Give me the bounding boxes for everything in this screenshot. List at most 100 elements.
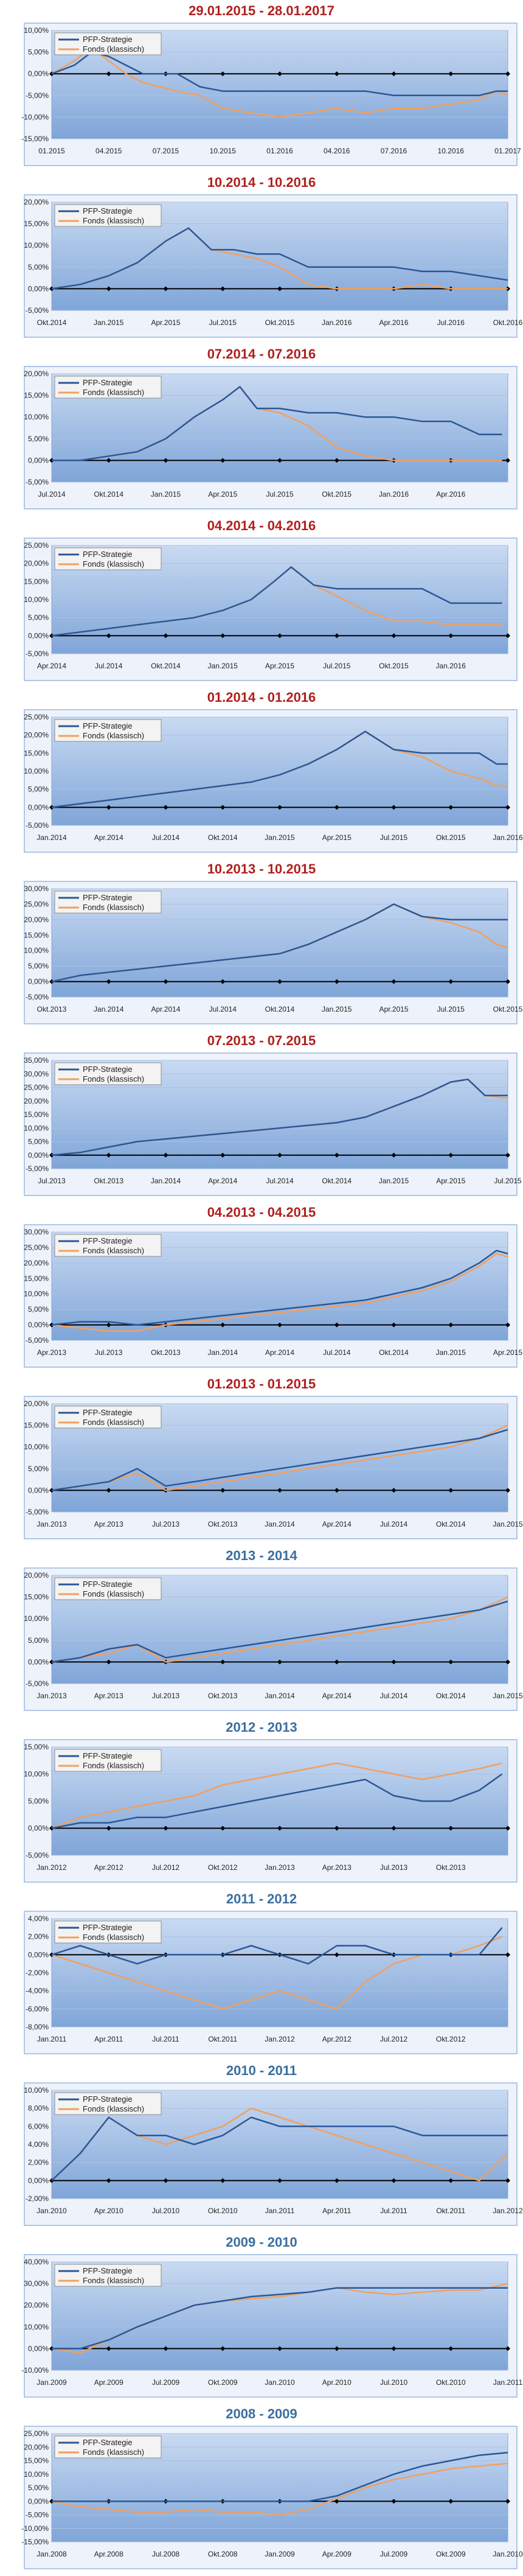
x-tick-label: Okt.2015 [493,1005,523,1013]
y-tick-label: 15,00% [24,220,49,228]
x-tick-label: Jan.2009 [265,2550,295,2558]
y-tick-label: -8,00% [26,2023,49,2031]
zero-line-marker [49,633,54,639]
y-tick-label: 20,00% [24,198,49,206]
y-tick-label: 20,00% [24,2301,49,2309]
x-tick-label: Jul.2013 [95,1348,123,1357]
y-tick-label: 25,00% [24,541,49,550]
x-tick-label: Apr.2010 [94,2207,123,2215]
y-tick-label: 15,00% [24,577,49,586]
zero-line-marker [505,458,510,463]
series-line-pfp-strategie [51,903,508,982]
legend-box [54,2435,162,2459]
zero-line-marker [334,2499,339,2504]
y-tick-label: 10,00% [24,1770,49,1779]
x-tick-label: Jul.2009 [152,2378,180,2387]
y-tick-label: 5,00% [28,1797,49,1805]
y-tick-label: -5,00% [26,1164,49,1173]
x-tick-label: Jan.2014 [208,1348,238,1357]
chart-title: 2013 - 2014 [226,1548,297,1563]
chart-title: 04.2013 - 04.2015 [207,1205,316,1220]
zero-line-marker [505,1825,510,1831]
y-tick-label: 25,00% [24,900,49,908]
x-tick-label: Apr.2014 [37,662,66,670]
x-tick-label: Okt.2013 [151,1348,181,1357]
zero-line-marker [505,1952,510,1958]
legend-label: PFP-Strategie [83,721,133,730]
chart-title: 01.2014 - 01.2016 [207,690,316,705]
zero-line-marker [163,805,168,810]
x-tick-label: Okt.2014 [436,1692,466,1700]
zero-line-marker [448,71,454,77]
legend-box [54,204,162,227]
x-tick-label: Apr.2014 [94,833,123,842]
x-tick-label: Okt.2008 [208,2550,238,2558]
zero-line-marker [391,805,397,810]
x-tick-label: Okt.2014 [436,1520,466,1528]
zero-line-marker [163,633,168,639]
x-tick-label: Apr.2009 [322,2550,352,2558]
x-tick-label: Jul.2014 [380,1520,408,1528]
x-tick-label: Apr.2013 [94,1520,123,1528]
y-tick-label: -5,00% [26,1851,49,1860]
chart-title: 07.2014 - 07.2016 [207,346,316,362]
x-tick-label: Jan.2009 [36,2378,67,2387]
zero-line-marker [106,2178,111,2183]
x-tick-label: Apr.2014 [322,1520,352,1528]
chart-title: 04.2014 - 04.2016 [207,518,316,533]
legend-box [54,891,162,914]
y-tick-label: 0,00% [28,631,49,640]
x-tick-label: 04.2016 [324,147,350,155]
y-tick-label: -10,00% [21,2524,49,2533]
series-line-pfp-strategie [51,1773,503,1829]
chart-panel: -5,00% 0,00% 5,00% 10,00% 15,00% Jan.2012 Apr.… [0,1717,523,1888]
zero-line-marker [220,1659,226,1665]
y-tick-label: 10,00% [24,2086,49,2095]
x-tick-label: Okt.2010 [208,2207,238,2215]
x-tick-label: Jul.2015 [380,833,408,842]
y-tick-label: 10,00% [24,767,49,775]
zero-line-marker [277,2178,282,2183]
x-tick-label: Jul.2015 [209,318,237,327]
zero-line-marker [391,2346,397,2351]
zero-line-marker [220,1825,226,1831]
chart-panel: -5,00% 0,00% 5,00% 10,00% 15,00% 20,00% Okt.20… [0,172,523,343]
zero-line-marker [505,1322,510,1328]
legend-box [54,32,162,55]
legend-label: Fonds (klassisch) [83,2276,144,2285]
x-tick-label: Jul.2012 [152,1863,180,1872]
chart-panel: -2,00% 0,00% 2,00% 4,00% 6,00% 8,00% 10,00% Jan… [0,2060,523,2231]
y-tick-label: 0,00% [28,1950,49,1959]
x-tick-label: Jan.2015 [94,318,124,327]
y-tick-label: 10,00% [24,1614,49,1623]
series-line-fonds-klassisch [51,47,508,118]
y-tick-label: 20,00% [24,915,49,924]
zero-line-marker [106,1659,111,1665]
zero-line-marker [220,458,226,463]
y-tick-label: -15,00% [21,135,49,143]
legend-label: Fonds (klassisch) [83,44,144,54]
y-tick-label: 4,00% [28,2140,49,2149]
series-line-pfp-strategie [51,1078,508,1157]
zero-line-marker [505,2178,510,2183]
legend-box [54,1062,162,1085]
x-tick-label: Jan.2015 [208,662,238,670]
zero-line-marker [277,2346,282,2351]
legend-label: Fonds (klassisch) [83,559,144,569]
zero-line-marker [448,2346,454,2351]
y-tick-label: 10,00% [24,1443,49,1451]
x-tick-label: Jan.2010 [265,2378,295,2387]
x-tick-label: Okt.2010 [436,2378,466,2387]
x-tick-label: Apr.2014 [151,1005,180,1013]
chart-panel: -15,00% -10,00% -5,00% 0,00% 5,00% 10,00% 15,0… [0,2403,523,2575]
zero-line-marker [391,1488,397,1493]
x-tick-label: Jan.2014 [36,833,67,842]
chart-panel: -5,00% 0,00% 5,00% 10,00% 15,00% 20,00% Jan.20… [0,1545,523,1717]
chart-panel: -8,00% -6,00% -4,00% -2,00% 0,00% 2,00% 4,00% J… [0,1888,523,2060]
zero-line-marker [220,1322,226,1328]
series-line-pfp-strategie [52,386,502,461]
series-line-pfp-strategie [51,227,508,290]
y-tick-label: -5,00% [26,821,49,830]
legend-label: PFP-Strategie [83,1236,133,1245]
zero-line-marker [163,1152,168,1158]
